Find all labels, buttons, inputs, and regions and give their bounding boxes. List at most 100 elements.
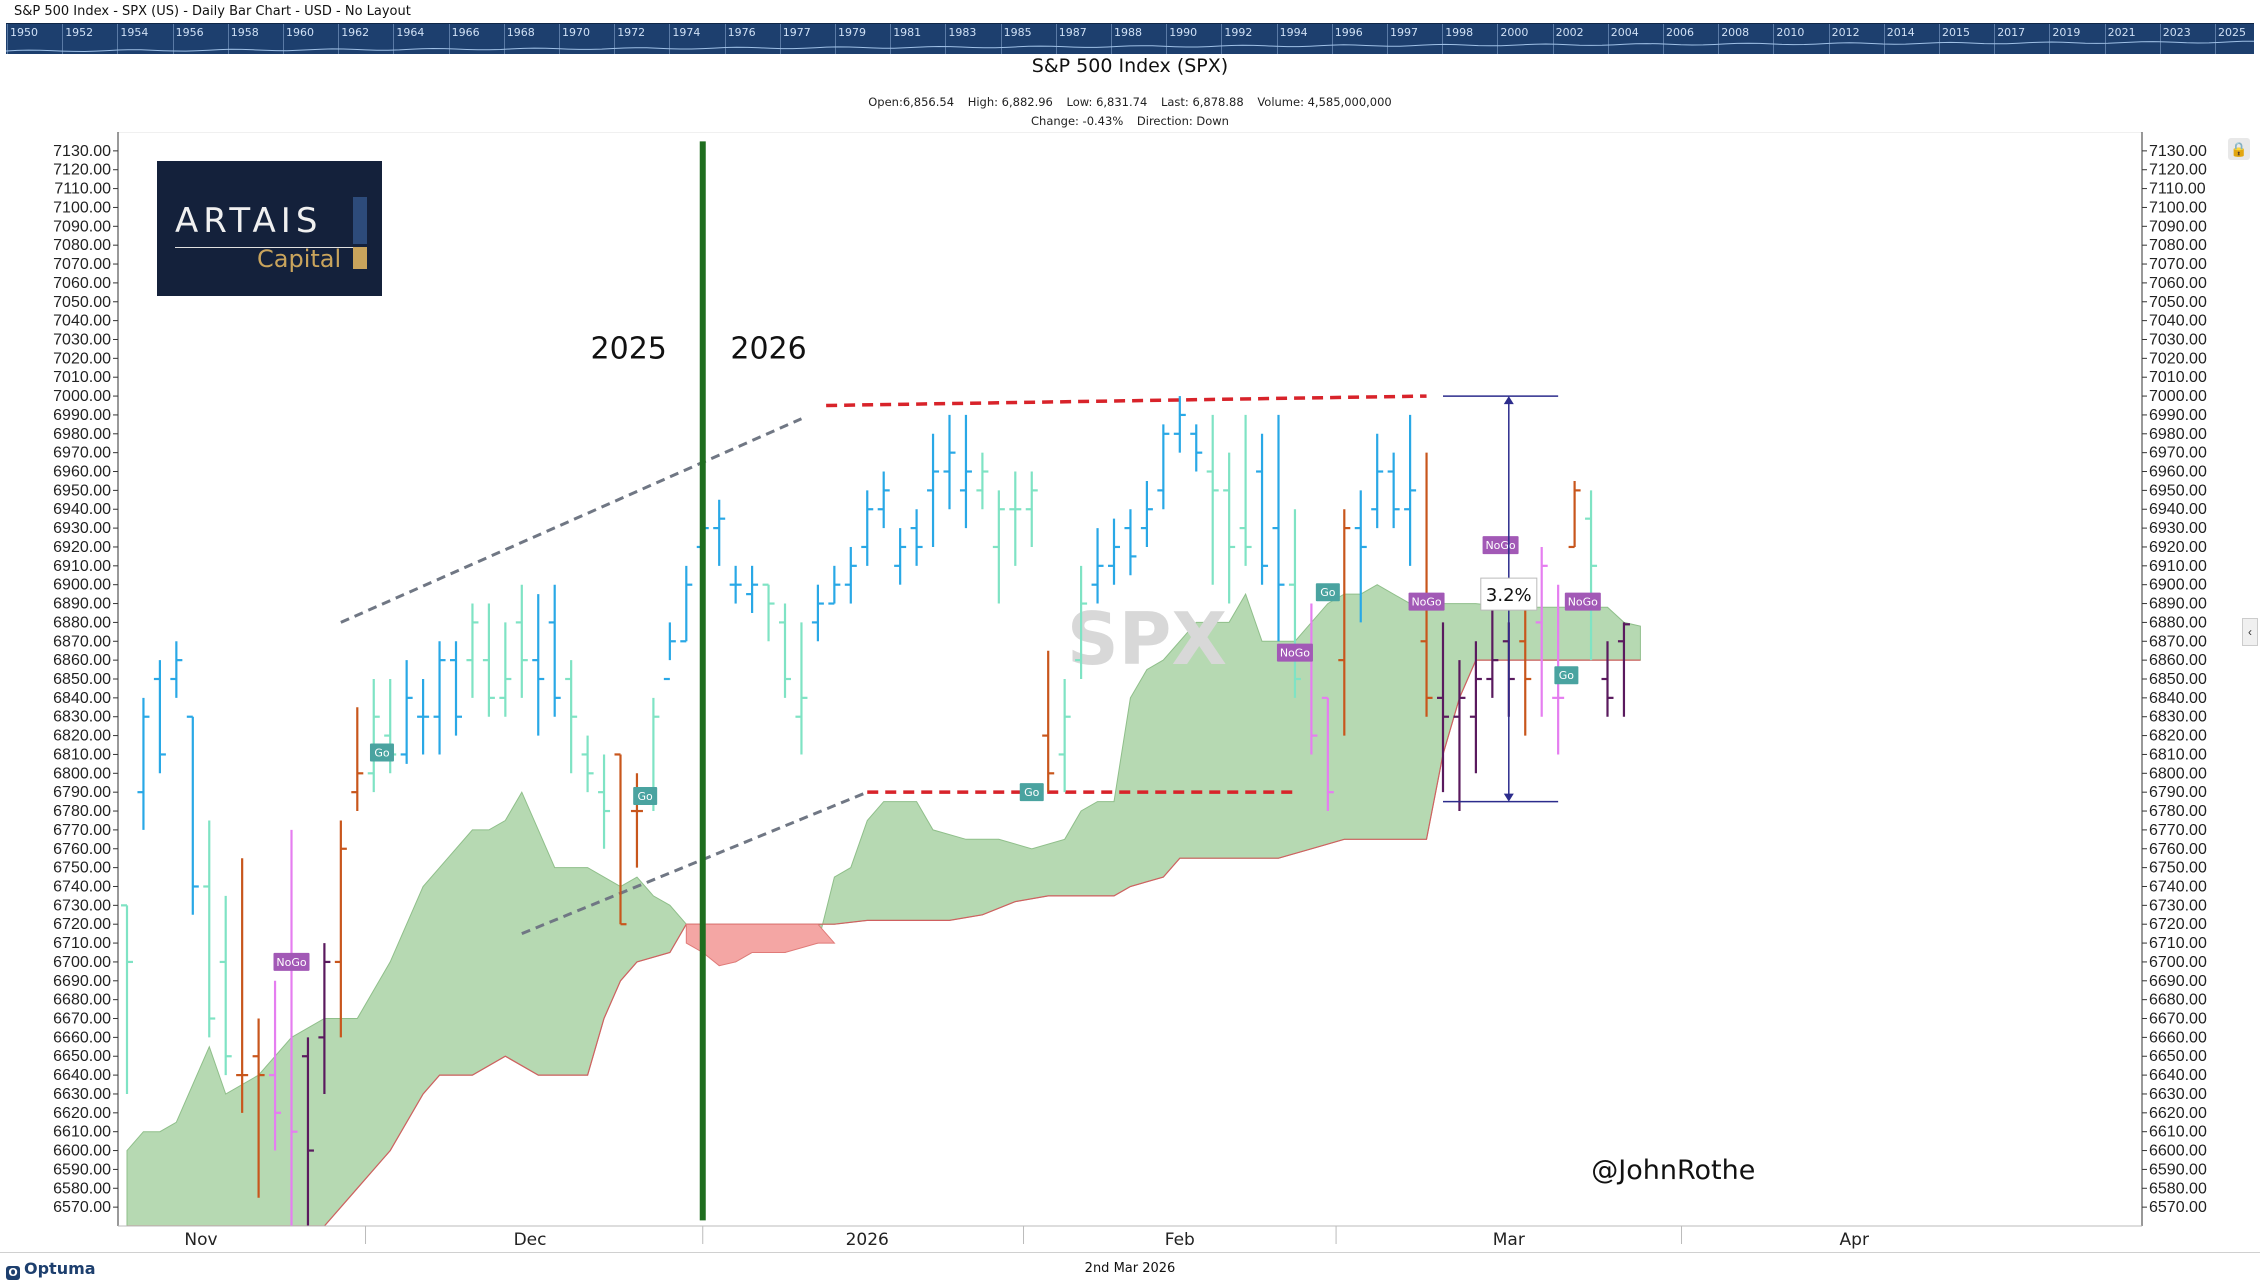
plot-area: SPX 2025 2026 NoGo Go Go Go NoGo Go NoGo NoGo Go NoG… [118, 132, 2142, 1226]
navigator-year-label: 1994 [1279, 26, 1308, 39]
navigator-year-label: 1997 [1390, 26, 1418, 39]
signal-label-text: NoGo [1568, 596, 1598, 609]
y-tick-label-right: 7070.00 [2149, 256, 2207, 273]
y-tick-label-left: 6750.00 [53, 860, 111, 877]
price-bar [877, 471, 890, 529]
signal-label-bg [369, 743, 394, 762]
go-signal-label: Go [369, 743, 394, 762]
x-month-label: Feb [1165, 1230, 1195, 1250]
y-tick-label-right: 6790.00 [2149, 784, 2207, 801]
y-tick-label-right: 7060.00 [2149, 275, 2207, 292]
y-tick-label-left: 6980.00 [53, 426, 111, 443]
signal-label-bg [1408, 592, 1445, 611]
navigator-year-label: 1988 [1114, 26, 1142, 39]
logo-main-text: ARTAIS [175, 201, 323, 241]
y-tick-label-left: 7130.00 [53, 143, 111, 160]
navigator-tick [1221, 24, 1223, 54]
price-bar [976, 452, 989, 510]
signal-label-bg [1315, 583, 1340, 602]
optuma-logo-icon: O [6, 1266, 20, 1280]
y-tick-label-right: 6740.00 [2149, 878, 2207, 895]
navigator-year-label: 1956 [175, 26, 204, 39]
y-tick-label-left: 6670.00 [53, 1011, 111, 1028]
price-bar [1437, 622, 1449, 793]
y-tick-label-left: 6760.00 [53, 841, 111, 858]
y-tick-label-left: 6820.00 [53, 728, 111, 745]
y-tick-label-right: 6600.00 [2149, 1143, 2207, 1160]
signal-label-text: NoGo [276, 956, 306, 969]
navigator-tick [227, 24, 229, 54]
y-tick-label-right: 6960.00 [2149, 464, 2207, 481]
navigator-tick [724, 24, 726, 54]
y-tick-label-right: 6920.00 [2149, 539, 2207, 556]
navigator-tick [669, 24, 671, 54]
y-tick-label-left: 6640.00 [53, 1067, 111, 1084]
price-bar [1486, 603, 1499, 698]
brand-name: Optuma [24, 1259, 96, 1278]
navigator-year-label: 1985 [1003, 26, 1032, 39]
navigator-tick [62, 24, 64, 54]
year-label: 2026 [730, 331, 806, 366]
price-bar [1601, 641, 1614, 717]
y-tick-label-right: 6890.00 [2149, 596, 2207, 613]
y-tick-label-left: 7050.00 [53, 294, 111, 311]
y-tick-label-left: 6940.00 [53, 501, 111, 518]
price-bar [1469, 641, 1482, 774]
y-tick-label-right: 6590.00 [2149, 1161, 2207, 1178]
timeline-navigator[interactable]: 1950 1952 1954 1956 1958 1960 1962 1964 1966 1968… [6, 23, 2254, 54]
navigator-tick [1276, 24, 1278, 54]
y-tick-label-right: 6730.00 [2149, 897, 2207, 914]
y-tick-label-right: 6870.00 [2149, 633, 2207, 650]
y-tick-label-right: 7010.00 [2149, 369, 2207, 386]
y-tick-label-left: 7010.00 [53, 369, 111, 386]
price-bar [1042, 650, 1055, 793]
price-bar [927, 433, 940, 547]
navigator-tick [172, 24, 174, 54]
nogo-signal-label: NoGo [1564, 592, 1601, 611]
author-handle: @JohnRothe [1591, 1155, 1755, 1186]
price-bar [186, 715, 199, 915]
navigator-tick [117, 24, 119, 54]
collapse-panel-chevron-icon[interactable]: ‹ [2242, 618, 2258, 646]
optuma-brand: O Optuma [6, 1259, 96, 1280]
price-bar [1288, 509, 1301, 698]
navigator-tick [448, 24, 450, 54]
low-value: Low: 6,831.74 [1066, 95, 1148, 109]
logo-block-gold [353, 247, 367, 269]
y-tick-label-right: 6580.00 [2149, 1180, 2207, 1197]
price-bar [581, 735, 594, 793]
lock-icon[interactable]: 🔒 [2228, 138, 2250, 160]
price-bar [1206, 414, 1219, 585]
y-tick-label-left: 6770.00 [53, 822, 111, 839]
signal-label-bg [1554, 666, 1579, 685]
navigator-year-label: 2014 [1886, 26, 1915, 39]
y-tick-label-left: 6900.00 [53, 577, 111, 594]
price-bar [137, 697, 150, 830]
y-tick-label-left: 7030.00 [53, 331, 111, 348]
price-bar [1321, 696, 1334, 812]
price-bar [532, 594, 545, 736]
price-chart[interactable]: SPX 2025 2026 NoGo Go Go Go NoGo Go NoGo NoGo Go NoG… [0, 0, 2260, 1252]
y-tick-label-right: 6620.00 [2149, 1105, 2207, 1122]
price-bar [1025, 471, 1038, 547]
y-tick-label-left: 6720.00 [53, 916, 111, 933]
price-bar [1453, 660, 1466, 812]
navigator-year-label: 1992 [1224, 26, 1253, 39]
price-bar [170, 641, 183, 698]
price-bar [663, 622, 676, 681]
x-month-label: Apr [1840, 1230, 1869, 1250]
y-tick-label-left: 6570.00 [53, 1199, 111, 1216]
navigator-tick [338, 24, 340, 54]
price-bar [1190, 424, 1203, 472]
navigator-year-label: 1979 [838, 26, 866, 39]
navigator-year-label: 2006 [1666, 26, 1694, 39]
signal-label-bg [1564, 592, 1601, 611]
navigator-year-label: 1970 [562, 26, 590, 39]
navigator-year-label: 2023 [2162, 26, 2191, 39]
price-bar [1387, 452, 1400, 529]
y-tick-label-right: 6660.00 [2149, 1029, 2207, 1046]
y-tick-label-left: 6740.00 [53, 878, 111, 895]
price-bar [269, 980, 282, 1151]
year-label: 2025 [591, 331, 667, 366]
y-tick-label-right: 6680.00 [2149, 992, 2207, 1009]
